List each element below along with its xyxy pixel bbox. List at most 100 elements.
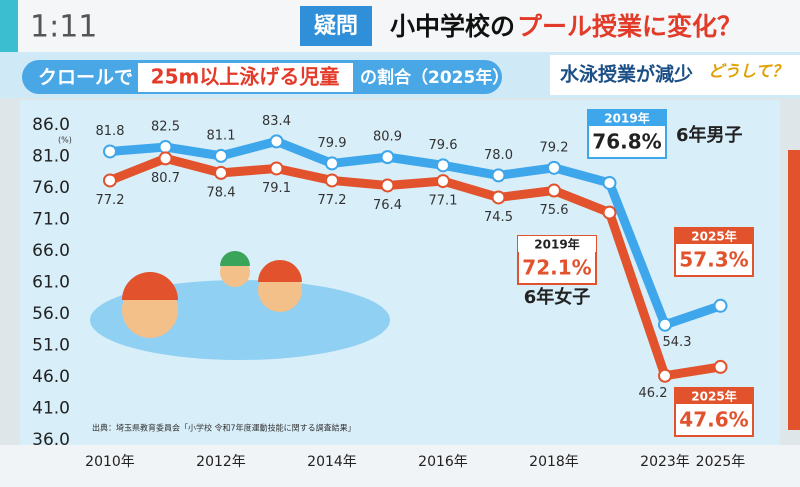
x-tick-label: 2010年 bbox=[85, 454, 135, 470]
swimmer-cap bbox=[220, 251, 250, 266]
point bbox=[658, 317, 672, 332]
y-tick-label: 86.0 bbox=[32, 115, 70, 135]
subtitle-part1: クロールで bbox=[38, 67, 133, 89]
value-label: 81.1 bbox=[207, 128, 236, 143]
point bbox=[713, 359, 728, 374]
series-line bbox=[108, 153, 722, 381]
point bbox=[713, 298, 728, 313]
x-tick-label: 2016年 bbox=[418, 454, 468, 470]
point bbox=[602, 175, 617, 190]
value-label: 78.0 bbox=[484, 148, 513, 163]
point bbox=[491, 168, 506, 183]
point bbox=[380, 150, 395, 165]
series-label: 6年女子 bbox=[524, 286, 591, 308]
y-tick-label: 71.0 bbox=[32, 210, 70, 230]
point bbox=[325, 173, 339, 188]
point bbox=[158, 140, 173, 155]
y-tick-label: 36.0 bbox=[32, 430, 70, 450]
source: 出典：埼玉県教育委員会「小学校 令和7年度運動技能に関する調査結果」 bbox=[92, 423, 356, 433]
x-tick-label: 2025年 bbox=[696, 454, 746, 470]
y-tick-label: 66.0 bbox=[32, 241, 70, 261]
callout-head bbox=[675, 388, 753, 404]
callout-year: 2025年 bbox=[691, 229, 736, 244]
callout-value: 76.8% bbox=[592, 130, 661, 154]
swimmer-cap bbox=[258, 260, 302, 282]
value-label: 79.2 bbox=[540, 140, 569, 155]
title-part2: プール授業に変化？ bbox=[517, 12, 742, 41]
value-label: 74.5 bbox=[484, 210, 513, 225]
x-tick-label: 2018年 bbox=[529, 454, 579, 470]
value-label: 79.6 bbox=[429, 138, 458, 153]
value-label: 80.7 bbox=[151, 171, 180, 186]
value-label: 76.4 bbox=[373, 198, 402, 213]
callout-value: 72.1% bbox=[522, 256, 591, 280]
point bbox=[269, 134, 284, 149]
point bbox=[658, 368, 672, 383]
callout-year: 2019年 bbox=[534, 237, 579, 252]
header-bar bbox=[0, 0, 800, 52]
value-label: 75.6 bbox=[540, 203, 569, 218]
value-label: 83.4 bbox=[262, 114, 291, 129]
point bbox=[269, 161, 284, 176]
callout-year: 2025年 bbox=[691, 389, 736, 404]
edge-stripe bbox=[788, 150, 800, 430]
callout-head bbox=[588, 110, 666, 126]
point bbox=[214, 165, 228, 180]
value-label: 81.8 bbox=[96, 124, 125, 139]
callout-value: 47.6% bbox=[679, 408, 748, 432]
callout-value: 57.3% bbox=[679, 248, 748, 272]
x-tick-label: 2014年 bbox=[307, 454, 357, 470]
y-tick-label: 61.0 bbox=[32, 273, 70, 293]
side-box bbox=[550, 55, 800, 95]
value-label: 77.2 bbox=[318, 193, 347, 208]
subtitle-part2: の割合（2025年） bbox=[360, 67, 509, 88]
point bbox=[103, 173, 117, 188]
value-label: 54.3 bbox=[663, 335, 692, 350]
value-label: 80.9 bbox=[373, 130, 402, 145]
value-label: 78.4 bbox=[207, 185, 236, 200]
axis-strip bbox=[0, 445, 800, 487]
y-tick-label: 41.0 bbox=[32, 399, 70, 419]
point bbox=[103, 144, 117, 159]
header-stripe bbox=[0, 0, 18, 52]
point bbox=[547, 183, 561, 198]
value-label: 77.1 bbox=[429, 194, 458, 209]
side-caption: 水泳授業が減少 bbox=[560, 63, 693, 86]
y-tick-label: 76.0 bbox=[32, 178, 70, 198]
value-label: 79.1 bbox=[262, 181, 291, 196]
x-tick-label: 2023年 bbox=[640, 454, 690, 470]
y-tick-label: 56.0 bbox=[32, 304, 70, 324]
y-tick-label: 46.0 bbox=[32, 367, 70, 387]
side-question: どうして？ bbox=[708, 62, 788, 81]
point bbox=[214, 148, 228, 163]
y-tick-label: 51.0 bbox=[32, 336, 70, 356]
point bbox=[491, 190, 506, 205]
value-label: 82.5 bbox=[151, 120, 180, 135]
point bbox=[436, 158, 450, 173]
subtitle-highlight: 25m以上泳げる児童 bbox=[151, 65, 340, 89]
series-label: 6年男子 bbox=[676, 124, 743, 146]
value-label: 77.2 bbox=[96, 193, 125, 208]
highlight-box bbox=[138, 63, 353, 92]
y-unit: (%) bbox=[58, 136, 72, 145]
y-tick-label: 81.0 bbox=[32, 147, 70, 167]
swimmer-illustration bbox=[90, 251, 390, 360]
tag: 疑問 bbox=[314, 14, 358, 39]
callout-head bbox=[675, 228, 753, 244]
clock: 1:11 bbox=[30, 10, 97, 45]
tag-box bbox=[300, 6, 372, 46]
point bbox=[158, 151, 173, 166]
x-tick-label: 2012年 bbox=[196, 454, 246, 470]
value-label: 79.9 bbox=[318, 136, 347, 151]
swimmer-cap bbox=[122, 272, 178, 300]
point bbox=[602, 205, 617, 220]
title-part1: 小中学校の bbox=[390, 12, 515, 41]
callout-head bbox=[518, 236, 596, 252]
point bbox=[436, 174, 450, 189]
callout-year: 2019年 bbox=[604, 111, 649, 126]
point bbox=[325, 156, 339, 171]
value-label: 46.2 bbox=[639, 386, 668, 401]
point bbox=[547, 160, 561, 175]
